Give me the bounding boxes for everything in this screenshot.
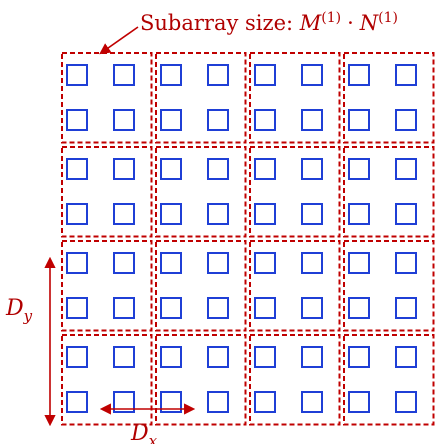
- antenna-element: [254, 346, 276, 368]
- subarray-r3-c1: [61, 240, 153, 332]
- antenna-element: [207, 64, 229, 86]
- antenna-element: [348, 346, 370, 368]
- antenna-element: [160, 297, 182, 319]
- antenna-element: [254, 109, 276, 131]
- antenna-element: [301, 64, 323, 86]
- title-n: N: [359, 11, 379, 35]
- subarray-r2-c2: [155, 146, 247, 238]
- antenna-element: [395, 297, 417, 319]
- antenna-element: [254, 391, 276, 413]
- antenna-element: [207, 346, 229, 368]
- antenna-element: [66, 346, 88, 368]
- subarray-r2-c4: [343, 146, 435, 238]
- antenna-element: [207, 297, 229, 319]
- title-m-sup: (1): [321, 10, 341, 26]
- title-dot: ·: [347, 11, 354, 35]
- antenna-element: [348, 297, 370, 319]
- antenna-element: [348, 252, 370, 274]
- subarray-r2-c3: [249, 146, 341, 238]
- antenna-element: [301, 203, 323, 225]
- antenna-element: [301, 391, 323, 413]
- antenna-element: [66, 109, 88, 131]
- antenna-element: [207, 391, 229, 413]
- dy-label: Dy: [5, 296, 33, 325]
- subarray-r1-c2: [155, 52, 247, 144]
- antenna-element: [348, 158, 370, 180]
- subarray-r3-c4: [343, 240, 435, 332]
- antenna-element: [113, 158, 135, 180]
- antenna-element: [207, 203, 229, 225]
- antenna-element: [301, 252, 323, 274]
- subarray-r1-c4: [343, 52, 435, 144]
- antenna-element: [66, 252, 88, 274]
- subarray-r3-c2: [155, 240, 247, 332]
- subarray-r1-c3: [249, 52, 341, 144]
- title-n-sup: (1): [378, 10, 398, 26]
- antenna-element: [113, 203, 135, 225]
- antenna-element: [395, 346, 417, 368]
- element-grid: [66, 64, 417, 413]
- antenna-element: [254, 64, 276, 86]
- antenna-element: [348, 109, 370, 131]
- antenna-element: [395, 158, 417, 180]
- antenna-element: [348, 391, 370, 413]
- antenna-element: [348, 64, 370, 86]
- antenna-element: [301, 158, 323, 180]
- antenna-element: [395, 64, 417, 86]
- antenna-element: [113, 64, 135, 86]
- antenna-element: [160, 252, 182, 274]
- antenna-element: [254, 252, 276, 274]
- antenna-element: [348, 203, 370, 225]
- antenna-element: [395, 391, 417, 413]
- subarray-r1-c1: [61, 52, 153, 144]
- antenna-element: [160, 346, 182, 368]
- antenna-element: [301, 109, 323, 131]
- antenna-element: [254, 203, 276, 225]
- antenna-element: [160, 64, 182, 86]
- antenna-element: [207, 158, 229, 180]
- dx-label: Dx: [130, 421, 158, 444]
- antenna-element: [113, 252, 135, 274]
- antenna-element: [207, 109, 229, 131]
- title-pointer-arrow: [99, 26, 139, 55]
- subarray-r4-c4: [343, 334, 435, 426]
- title-m: M: [299, 11, 322, 35]
- antenna-element: [207, 252, 229, 274]
- antenna-element: [395, 203, 417, 225]
- antenna-element: [301, 346, 323, 368]
- antenna-element: [66, 391, 88, 413]
- antenna-element: [66, 297, 88, 319]
- subarray-r4-c3: [249, 334, 341, 426]
- antenna-element: [301, 297, 323, 319]
- subarray-r2-c1: [61, 146, 153, 238]
- antenna-element: [254, 158, 276, 180]
- antenna-element: [160, 109, 182, 131]
- antenna-element: [395, 252, 417, 274]
- subarray-grid: [61, 52, 435, 426]
- antenna-element: [113, 109, 135, 131]
- subarray-size-label: Subarray size: M(1) · N(1): [140, 10, 398, 35]
- antenna-element: [66, 203, 88, 225]
- subarray-r3-c3: [249, 240, 341, 332]
- antenna-element: [66, 158, 88, 180]
- subarray-r4-c2: [155, 334, 247, 426]
- antenna-element: [66, 64, 88, 86]
- antenna-element: [160, 203, 182, 225]
- antenna-element: [254, 297, 276, 319]
- antenna-element: [160, 158, 182, 180]
- title-prefix: Subarray size:: [140, 11, 300, 35]
- antenna-element: [395, 109, 417, 131]
- subarray-r4-c1: [61, 334, 153, 426]
- antenna-element: [113, 346, 135, 368]
- antenna-element: [113, 297, 135, 319]
